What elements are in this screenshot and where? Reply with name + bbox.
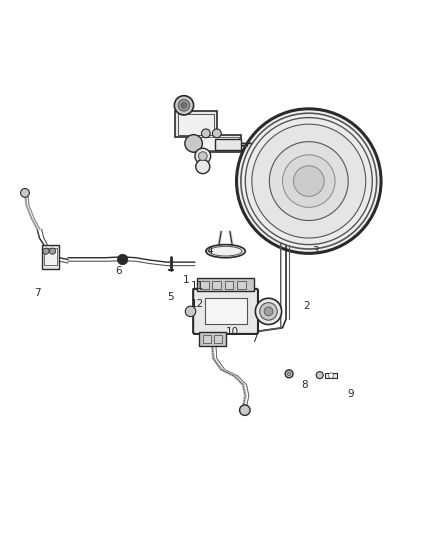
FancyBboxPatch shape (193, 289, 258, 334)
Circle shape (181, 102, 187, 108)
Bar (199, 332, 226, 346)
Bar (197, 278, 254, 290)
Circle shape (49, 248, 56, 254)
Bar (205, 298, 247, 324)
Bar (225, 281, 233, 289)
Text: 4: 4 (207, 246, 214, 256)
Text: 11: 11 (191, 281, 204, 291)
Circle shape (43, 248, 49, 254)
Text: 10: 10 (226, 327, 239, 337)
Circle shape (174, 96, 194, 115)
Text: 8: 8 (301, 379, 308, 390)
Text: 7: 7 (34, 288, 41, 298)
Circle shape (260, 303, 277, 320)
Bar (178, 114, 214, 135)
Circle shape (287, 372, 291, 376)
Text: 2: 2 (303, 301, 310, 311)
Circle shape (285, 370, 293, 378)
Text: 6: 6 (115, 266, 122, 276)
Circle shape (283, 155, 335, 207)
Text: 12: 12 (191, 298, 204, 309)
Circle shape (237, 109, 381, 253)
Text: 9: 9 (347, 389, 354, 399)
Circle shape (198, 152, 207, 160)
Circle shape (293, 166, 324, 197)
Bar (212, 281, 221, 289)
Bar (195, 137, 239, 150)
Circle shape (195, 148, 211, 164)
Circle shape (328, 373, 334, 378)
Bar (193, 135, 241, 152)
Circle shape (252, 124, 366, 238)
Circle shape (21, 189, 29, 197)
Text: 7: 7 (251, 334, 258, 344)
Circle shape (264, 307, 273, 316)
Circle shape (185, 306, 196, 317)
Circle shape (212, 129, 221, 138)
Bar (325, 373, 337, 378)
Circle shape (196, 159, 210, 174)
Bar (175, 111, 217, 138)
Bar (214, 335, 222, 343)
Bar (215, 140, 241, 150)
Ellipse shape (206, 245, 245, 258)
Bar (237, 281, 246, 289)
Circle shape (245, 118, 372, 245)
Circle shape (201, 129, 210, 138)
Text: 5: 5 (167, 292, 174, 302)
Ellipse shape (209, 246, 242, 256)
Text: 1: 1 (183, 274, 190, 285)
Text: 3: 3 (312, 246, 319, 256)
Bar (203, 335, 211, 343)
Bar (44, 248, 57, 265)
Circle shape (316, 372, 323, 378)
Circle shape (255, 298, 282, 325)
Circle shape (269, 142, 348, 221)
Circle shape (178, 100, 190, 111)
Circle shape (185, 135, 202, 152)
Bar (42, 245, 59, 269)
Circle shape (240, 405, 250, 415)
Bar (200, 281, 209, 289)
Circle shape (241, 113, 377, 249)
Circle shape (117, 254, 128, 265)
